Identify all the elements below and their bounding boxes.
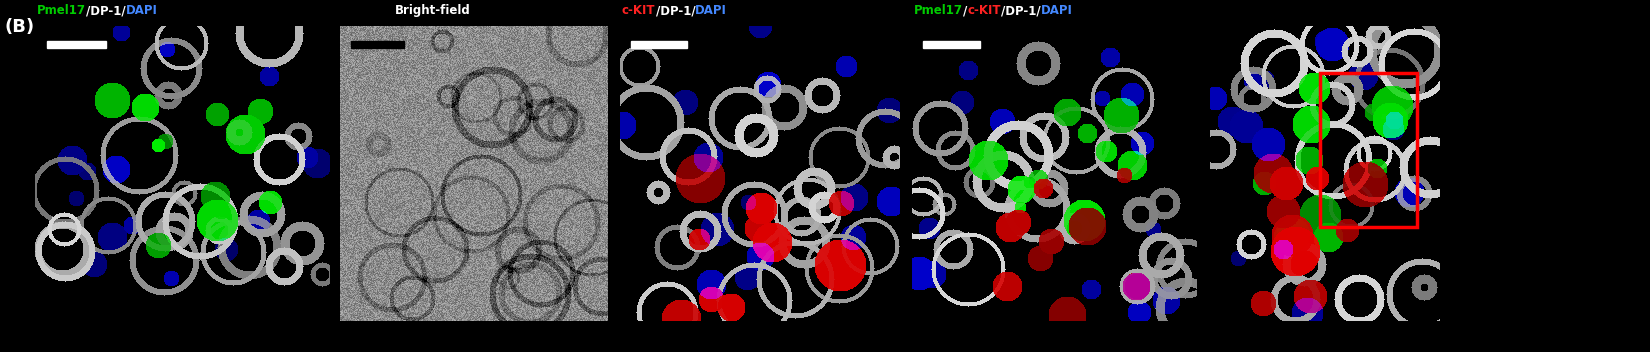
Text: /: / [964,4,967,17]
Text: DAPI: DAPI [695,4,728,17]
Text: /DP-1/: /DP-1/ [86,4,125,17]
Bar [351,41,404,48]
Bar [632,41,686,48]
Bar [1320,73,1417,227]
Text: /DP-1/: /DP-1/ [1002,4,1041,17]
Text: Bright-field: Bright-field [394,4,470,17]
Text: c-KIT: c-KIT [622,4,655,17]
Bar [46,41,106,48]
Text: Pmel17: Pmel17 [36,4,86,17]
Text: c-KIT: c-KIT [967,4,1002,17]
Text: DAPI: DAPI [125,4,157,17]
Text: /DP-1/: /DP-1/ [655,4,695,17]
Text: (B): (B) [5,18,35,36]
Bar [924,41,980,48]
Text: DAPI: DAPI [1041,4,1073,17]
Text: Pmel17: Pmel17 [914,4,964,17]
